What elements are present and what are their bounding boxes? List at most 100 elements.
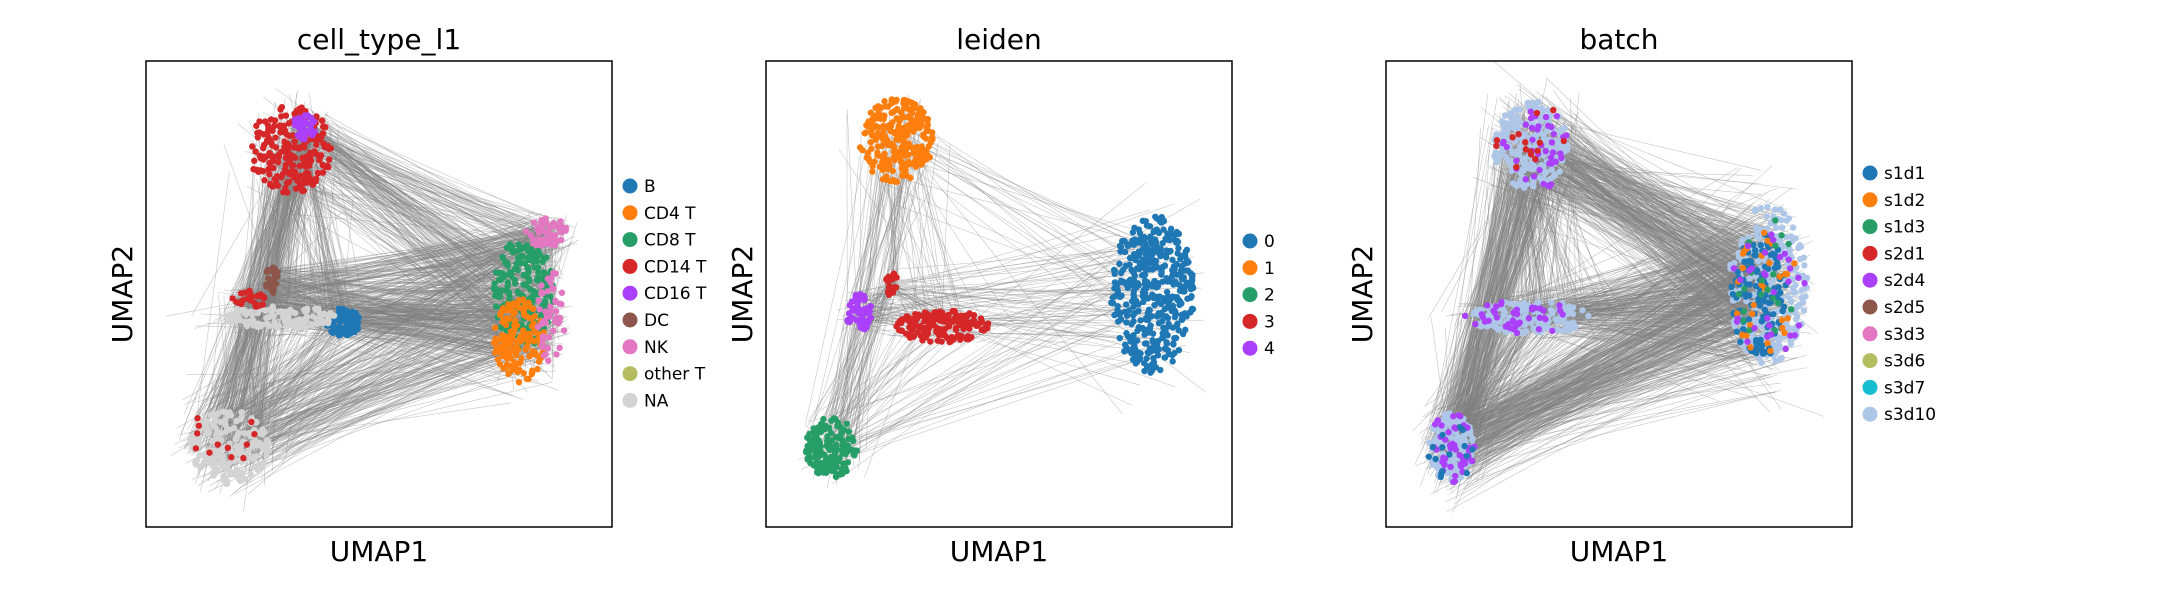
edge-line [307, 130, 360, 323]
edge-line [1527, 245, 1769, 315]
point [508, 243, 516, 251]
edge-line [828, 307, 864, 447]
edge-line [273, 155, 552, 235]
point [553, 351, 560, 358]
edge-line [255, 295, 509, 351]
edge-line [1460, 304, 1750, 431]
point [535, 229, 543, 236]
edge-line [1450, 205, 1752, 479]
point [1169, 266, 1177, 273]
edge-line [268, 254, 546, 284]
edge-line [241, 305, 510, 470]
point [503, 286, 510, 294]
edge-line [890, 107, 925, 285]
point [534, 264, 542, 271]
point [244, 318, 252, 326]
edge-line [1441, 355, 1759, 454]
edge-line [1536, 187, 1763, 235]
point [232, 471, 240, 479]
edge-line [1533, 148, 1763, 232]
cluster-3 [893, 307, 992, 346]
edge-line [1546, 142, 1568, 307]
edge-line [280, 171, 517, 333]
edge-line [236, 319, 323, 429]
edge-line [1464, 270, 1777, 424]
edge-line [305, 115, 530, 252]
edge-line [335, 224, 527, 321]
edge-line [892, 287, 1146, 339]
edge-line [975, 274, 1176, 344]
edge-line [1475, 328, 1748, 429]
point [521, 332, 529, 340]
edge-line [1439, 247, 1754, 443]
edge-line [1500, 168, 1533, 321]
edge-line [1510, 171, 1532, 322]
edge-line [220, 224, 558, 447]
point [845, 428, 853, 435]
point [898, 316, 905, 323]
edge-line [1535, 91, 1757, 245]
point [911, 101, 919, 108]
point [844, 317, 851, 324]
point [1144, 266, 1151, 273]
point [889, 119, 896, 126]
edge-line [315, 130, 527, 374]
point [804, 454, 812, 462]
edge-line [335, 298, 536, 313]
point [308, 321, 315, 328]
edge-line [269, 172, 283, 324]
edge-line [254, 294, 524, 320]
edge-line [1452, 236, 1783, 433]
edge-line [336, 222, 542, 335]
point [289, 167, 296, 174]
point [859, 318, 866, 326]
edge-line [250, 151, 267, 301]
edge-line [312, 146, 528, 272]
point [269, 264, 277, 271]
point [821, 425, 829, 433]
point [1123, 330, 1130, 337]
edge-line [308, 125, 524, 312]
point [286, 132, 293, 140]
point [503, 361, 511, 368]
edge-line [1443, 118, 1531, 446]
edge-line [221, 223, 541, 450]
edge-line [299, 178, 525, 345]
edge-line [1454, 224, 1757, 454]
edge-line [1447, 124, 1514, 448]
edge-line [1566, 153, 1749, 329]
edge-line [269, 229, 543, 283]
edge-line [1459, 390, 1781, 470]
edge-line [1495, 269, 1775, 306]
point [1175, 244, 1182, 252]
edge-line [234, 222, 527, 298]
edge-line [235, 173, 298, 321]
point [238, 469, 246, 476]
edge-line [1534, 125, 1775, 243]
edge-line [228, 315, 249, 461]
point [492, 269, 500, 276]
point [900, 105, 908, 112]
edge-line [256, 229, 546, 301]
point [347, 330, 354, 337]
point [530, 219, 538, 226]
point [1172, 334, 1180, 342]
edge-line [306, 128, 528, 322]
edge-line [291, 329, 509, 359]
edge-line [234, 303, 536, 307]
point [263, 436, 271, 444]
edge-line [837, 220, 1170, 455]
edge-line [1548, 185, 1748, 262]
edge-line [263, 114, 282, 295]
edge-line [1473, 155, 1548, 421]
edge-line [1532, 191, 1767, 278]
edge-line [1463, 219, 1768, 484]
edge-line [272, 131, 305, 287]
edge-line [337, 299, 487, 333]
edge-line [1522, 176, 1561, 318]
edge-line [248, 235, 546, 316]
edge-line [341, 271, 524, 323]
edge-line [553, 234, 565, 309]
edge-line [303, 131, 552, 283]
edge-line [230, 291, 549, 314]
